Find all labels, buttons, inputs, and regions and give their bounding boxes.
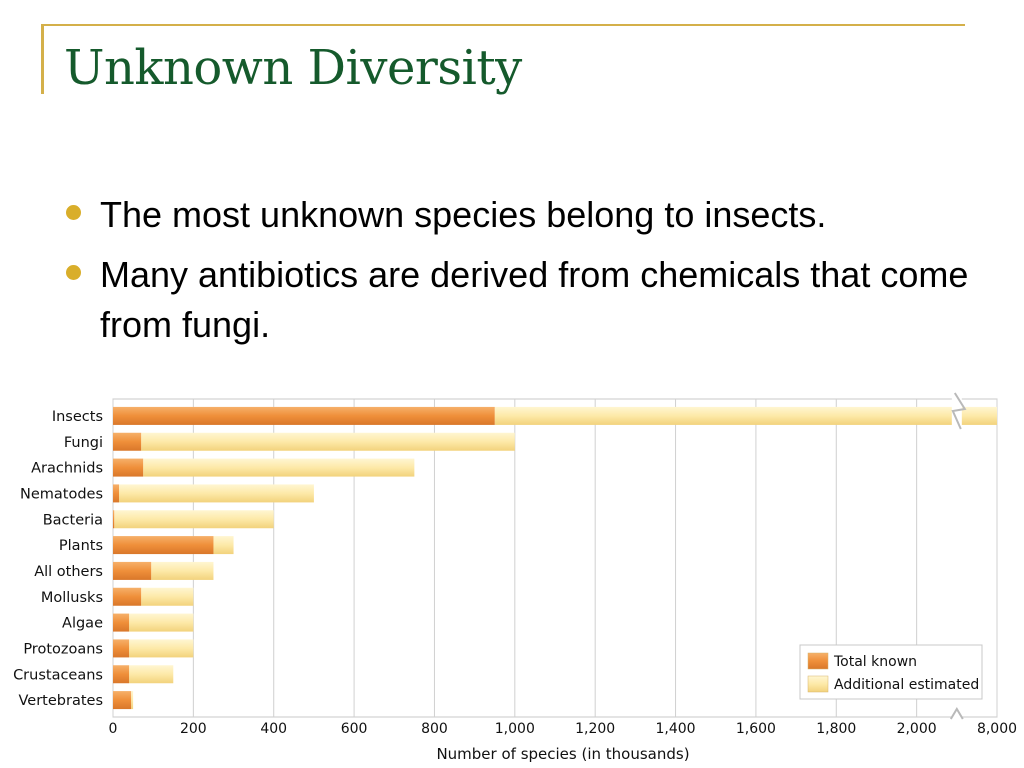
category-label: Plants <box>59 538 103 554</box>
bar-additional-estimated <box>213 536 234 555</box>
bar-additional-estimated <box>129 665 174 684</box>
bar-total-known <box>113 561 152 580</box>
category-label: Vertebrates <box>19 693 104 709</box>
axis-break-gap-bottom <box>951 707 962 721</box>
bar-total-known <box>113 432 142 451</box>
bar-total-known <box>113 484 120 503</box>
category-label: All others <box>34 564 103 580</box>
x-tick-label: 200 <box>180 721 207 737</box>
category-label: Arachnids <box>31 461 103 477</box>
bar-additional-estimated <box>143 458 415 477</box>
bar-total-known <box>113 458 144 477</box>
frame-left-rule <box>41 24 44 94</box>
bar-total-known <box>113 665 130 684</box>
bar-total-known <box>113 587 142 606</box>
x-tick-label: 2,000 <box>897 721 937 737</box>
bar-total-known <box>113 639 130 658</box>
axis-break-mark-bottom <box>949 707 964 720</box>
bar-total-known <box>113 613 130 632</box>
bar-additional-estimated <box>114 510 274 529</box>
frame-top-rule <box>41 24 965 26</box>
x-tick-label: 400 <box>260 721 287 737</box>
bullet-text: Many antibiotics are derived from chemic… <box>100 254 969 345</box>
legend-swatch <box>807 652 829 670</box>
bar-total-known <box>113 406 495 425</box>
category-label: Protozoans <box>23 641 103 657</box>
bar-additional-estimated <box>129 639 194 658</box>
x-tick-label: 1,800 <box>816 721 856 737</box>
category-label: Mollusks <box>41 590 103 606</box>
x-tick-label: 1,000 <box>495 721 535 737</box>
bullet-dot-icon <box>66 205 81 220</box>
legend-swatch <box>807 675 829 693</box>
bullet-item: Many antibiotics are derived from chemic… <box>62 250 992 350</box>
bar-total-known <box>113 691 132 710</box>
bar-additional-estimated <box>119 484 314 503</box>
bar-total-known <box>113 536 214 555</box>
x-tick-label: 8,000 <box>977 721 1017 737</box>
bullet-text: The most unknown species belong to insec… <box>100 194 827 235</box>
x-tick-label: 600 <box>341 721 368 737</box>
bar-total-known <box>113 510 115 529</box>
bar-additional-estimated <box>141 587 194 606</box>
legend-box <box>799 644 983 700</box>
category-label: Nematodes <box>20 486 103 502</box>
category-label: Fungi <box>64 435 103 451</box>
category-label: Bacteria <box>43 512 103 528</box>
bullet-list: The most unknown species belong to insec… <box>62 190 992 360</box>
bar-additional-estimated <box>151 561 214 580</box>
bar-additional-estimated <box>494 406 997 425</box>
axis-break-mark-top <box>951 392 967 430</box>
species-bar-chart: 0 200 400 600 800 1,000 1,200 1,400 1,600 1,800 2,… <box>13 392 1017 763</box>
slide-title: Unknown Diversity <box>64 40 522 96</box>
x-tick-label: 1,400 <box>655 721 695 737</box>
x-tick-label: 1,600 <box>736 721 776 737</box>
legend-label: Total known <box>833 654 917 670</box>
category-label: Algae <box>62 616 103 632</box>
bullet-item: The most unknown species belong to insec… <box>62 190 992 240</box>
category-label: Crustaceans <box>13 667 103 683</box>
category-label: Insects <box>52 409 103 425</box>
x-tick-label: 1,200 <box>575 721 615 737</box>
x-tick-label: 800 <box>421 721 448 737</box>
bar-additional-estimated <box>141 432 515 451</box>
x-axis-label: Number of species (in thousands) <box>436 745 689 763</box>
x-tick-label: 0 <box>109 721 118 737</box>
bullet-dot-icon <box>66 265 81 280</box>
bar-additional-estimated <box>131 691 134 710</box>
bar-additional-estimated <box>129 613 194 632</box>
legend-label: Additional estimated <box>834 677 979 693</box>
